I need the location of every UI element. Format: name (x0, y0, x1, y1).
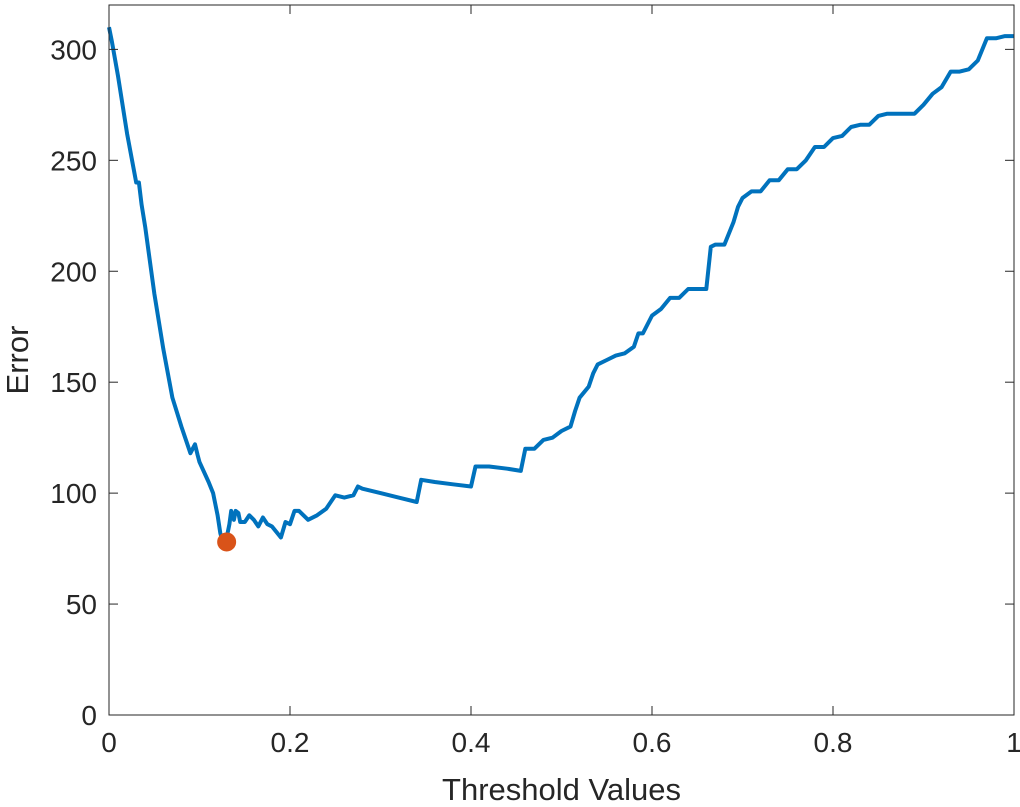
y-tick-label: 100 (50, 478, 97, 509)
y-tick-label: 50 (66, 589, 97, 620)
x-axis-title: Threshold Values (442, 772, 681, 807)
y-tick-label: 250 (50, 145, 97, 176)
x-tick-label: 1 (1006, 727, 1020, 758)
series-line (107, 26, 1014, 544)
axes: 0 0.2 0.4 0.6 0.8 1 0 50 100 150 200 250 300 (50, 4, 1020, 758)
axes-box (108, 4, 1015, 716)
minimum-point-marker (217, 532, 237, 552)
y-tick-label: 200 (50, 256, 97, 287)
x-tick-label: 0.6 (633, 727, 672, 758)
y-tick-label: 150 (50, 367, 97, 398)
x-tick-label: 0.2 (271, 727, 310, 758)
plot-area (107, 26, 1014, 552)
x-tick-label: 0 (101, 727, 117, 758)
y-tick-label: 0 (81, 700, 97, 731)
x-tick-label: 0.4 (452, 727, 491, 758)
x-tick-label: 0.8 (814, 727, 853, 758)
y-axis-title: Error (0, 326, 35, 395)
y-tick-label: 300 (50, 34, 97, 65)
